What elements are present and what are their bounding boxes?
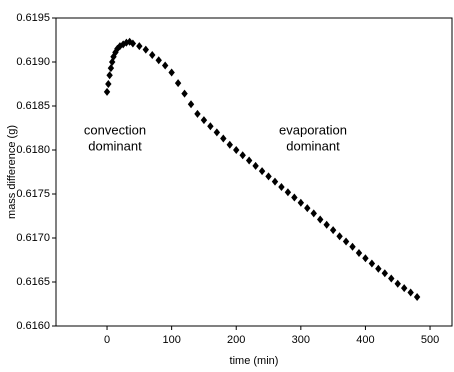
x-axis-label: time (min) <box>230 355 279 367</box>
data-point <box>106 71 113 80</box>
data-point <box>252 161 259 170</box>
data-point <box>213 128 221 137</box>
annotation: dominant <box>286 138 340 153</box>
data-point <box>342 237 350 246</box>
data-point <box>297 198 305 207</box>
data-point <box>114 44 121 53</box>
data-point <box>336 232 343 241</box>
x-tick-label: 100 <box>162 334 180 346</box>
annotation: evaporation <box>279 122 347 137</box>
data-point <box>105 80 112 88</box>
y-tick-label: 0.6170 <box>16 232 50 244</box>
data-point <box>239 151 246 160</box>
data-point <box>381 269 389 278</box>
data-point <box>362 254 369 263</box>
data-point <box>394 279 401 288</box>
data-point <box>400 284 408 293</box>
annotation: convection <box>84 122 146 137</box>
data-point <box>284 188 292 197</box>
data-point <box>349 242 356 251</box>
data-point <box>220 134 227 143</box>
data-point <box>265 172 272 181</box>
data-point <box>310 209 317 218</box>
y-tick-label: 0.6160 <box>16 320 50 332</box>
data-point <box>149 50 156 59</box>
plot-frame <box>55 17 453 327</box>
x-tick-label: 300 <box>292 334 310 346</box>
data-point <box>129 39 137 48</box>
data-point <box>142 45 149 54</box>
data-point <box>168 68 175 77</box>
y-tick-label: 0.6180 <box>16 144 50 156</box>
y-tick-label: 0.6190 <box>16 56 50 68</box>
x-tick-label: 500 <box>421 334 439 346</box>
data-point <box>375 264 382 273</box>
data-point <box>155 56 162 65</box>
y-tick-label: 0.6175 <box>16 188 50 200</box>
y-tick-label: 0.6165 <box>16 276 50 288</box>
y-axis-label: mass difference (g) <box>6 125 18 219</box>
data-point <box>187 100 195 109</box>
data-point <box>278 182 285 191</box>
data-point <box>136 42 143 51</box>
data-point <box>368 259 376 268</box>
x-tick-label: 400 <box>356 334 374 346</box>
data-point <box>174 79 182 88</box>
x-tick-label: 0 <box>104 334 110 346</box>
data-point <box>304 204 311 213</box>
data-point <box>194 109 201 118</box>
y-tick-label: 0.6195 <box>16 12 50 24</box>
data-point <box>329 226 337 235</box>
data-point <box>323 220 330 229</box>
data-point <box>258 167 266 176</box>
data-point <box>271 177 279 186</box>
data-point <box>317 215 324 224</box>
data-point <box>161 61 169 70</box>
data-point <box>407 288 414 297</box>
data-point <box>103 87 111 96</box>
data-point <box>355 248 363 257</box>
data-point <box>181 89 188 98</box>
annotation: dominant <box>88 138 142 153</box>
data-point <box>226 140 233 149</box>
data-point <box>388 274 395 283</box>
x-tick-label: 200 <box>227 334 245 346</box>
data-point <box>245 156 253 165</box>
data-point <box>200 116 208 125</box>
y-tick-label: 0.6185 <box>16 100 50 112</box>
data-point <box>107 64 115 73</box>
data-point <box>291 193 298 202</box>
data-point <box>413 292 421 301</box>
data-point <box>112 48 119 57</box>
data-point <box>207 122 214 131</box>
data-point <box>233 146 240 154</box>
